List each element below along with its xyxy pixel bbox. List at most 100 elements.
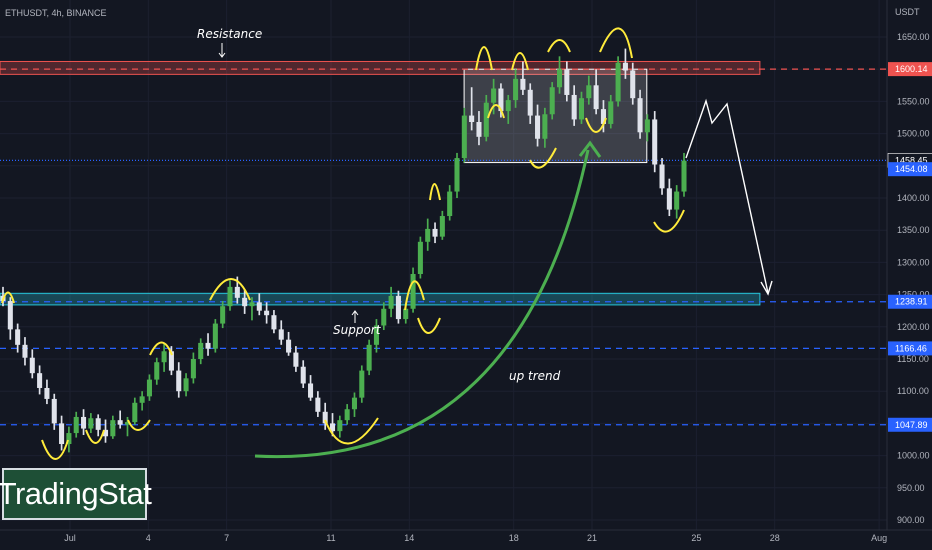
resistance-annotation: Resistance [197, 27, 262, 41]
candle-body [469, 115, 475, 123]
uptrend-arrowhead [578, 140, 602, 158]
candle-body [51, 398, 57, 424]
candle-body [491, 88, 497, 103]
time-tick-label: 4 [146, 533, 151, 543]
level-1047-label-box [888, 417, 932, 432]
candle-body [447, 191, 453, 217]
highlight-curve [653, 209, 685, 233]
highlight-curve [487, 104, 505, 119]
candle-body [139, 396, 145, 403]
time-tick-label: Jul [64, 533, 76, 543]
time-tick-label: 25 [691, 533, 701, 543]
candle-body [73, 416, 79, 434]
highlight-curve [585, 117, 607, 133]
candle-body [666, 188, 672, 210]
support-zone [0, 292, 761, 306]
candle-body [22, 344, 28, 358]
candle-body [198, 342, 204, 359]
time-tick-label: 28 [770, 533, 780, 543]
candle-body [600, 109, 606, 124]
candle-body [234, 286, 240, 298]
highlight-curve [1, 291, 15, 304]
candle-body [520, 78, 526, 90]
candle-body [154, 362, 160, 380]
candle-body [571, 94, 577, 120]
candle-body [300, 366, 306, 384]
price-tick-label: 1250.00 [897, 290, 930, 300]
candle-body [615, 62, 621, 102]
projection-arrowhead [760, 280, 773, 296]
candle-body [322, 411, 328, 424]
uptrend-arc [254, 149, 590, 459]
up-trend-annotation: up trend [509, 369, 561, 383]
time-tick-label: 7 [224, 533, 229, 543]
price-tick-label: 950.00 [897, 483, 925, 493]
price-axis[interactable]: 900.00950.001000.001050.001100.001150.00… [886, 0, 932, 550]
candle-body [652, 119, 658, 165]
price-tick-label: 1100.00 [897, 386, 929, 396]
candle-body [110, 420, 116, 437]
candle-body [29, 357, 35, 374]
candle-body [146, 379, 152, 397]
candle-body [410, 273, 416, 309]
candle-body [308, 383, 314, 398]
drawings-layer [1, 27, 773, 460]
price-tick-label: 1400.00 [897, 193, 930, 203]
candle-body [637, 98, 643, 133]
candle-body [527, 89, 533, 116]
candle-body [608, 101, 614, 124]
candle-body [681, 160, 687, 192]
candle-body [95, 418, 101, 430]
price-tick-label: 1150.00 [897, 354, 929, 364]
price-levels-layer [0, 68, 887, 426]
resistance-level-label-box [888, 62, 932, 77]
candle-body [564, 69, 570, 95]
candle-body [425, 228, 431, 242]
zones-layer [0, 60, 761, 306]
candle-body [88, 418, 94, 429]
candle-body [176, 370, 182, 392]
candle-body [483, 102, 489, 137]
time-tick-label: 11 [326, 533, 335, 543]
candle-body [161, 351, 167, 363]
highlight-curve [511, 52, 529, 71]
candle-body [578, 98, 585, 120]
price-tick-label: 1200.00 [897, 322, 930, 332]
watermark-text: TradingStat [0, 476, 152, 511]
candle-body [15, 329, 21, 345]
candle-body [417, 241, 423, 274]
candle-body [395, 295, 401, 320]
time-tick-label: 14 [404, 533, 414, 543]
price-tick-label: 900.00 [897, 515, 925, 525]
resistance-level-label: 1600.14 [895, 64, 928, 74]
candle-body [256, 302, 262, 311]
support-annotation: Support [333, 323, 382, 337]
price-axis-unit: USDT [895, 7, 920, 17]
highlight-curve [417, 317, 441, 334]
price-axis-bg [887, 0, 932, 550]
time-axis[interactable]: Jul47111418212528Aug4 [0, 529, 932, 543]
candle-body [242, 297, 248, 307]
candle-body [81, 416, 87, 429]
candle-body [505, 100, 511, 112]
candle-body [586, 85, 592, 99]
candle-body [351, 397, 358, 410]
highlight-curve [127, 419, 151, 431]
price-tick-label: 1000.00 [897, 451, 930, 461]
candle-body [644, 119, 650, 133]
level-1166-label: 1166.46 [895, 343, 927, 353]
candle-body [271, 315, 277, 330]
price-tick-label: 1550.00 [897, 96, 930, 106]
candle-body [388, 295, 394, 309]
watermark: TradingStat [0, 468, 152, 520]
highlight-curve [324, 417, 379, 445]
candle-body [249, 302, 255, 307]
support-level-label: 1238.91 [895, 297, 928, 307]
candle-body [432, 228, 438, 237]
projection-path [685, 98, 769, 294]
candle-body [220, 306, 226, 324]
candle-body [44, 387, 50, 399]
candle-body [344, 409, 350, 421]
candle-body [359, 370, 365, 398]
